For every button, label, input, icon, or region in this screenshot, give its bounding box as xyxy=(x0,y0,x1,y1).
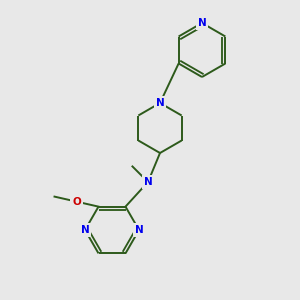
Text: N: N xyxy=(81,225,89,235)
Text: N: N xyxy=(144,177,152,187)
Text: N: N xyxy=(156,98,164,108)
Text: N: N xyxy=(135,225,143,235)
Text: N: N xyxy=(198,18,206,28)
Text: O: O xyxy=(72,196,81,207)
